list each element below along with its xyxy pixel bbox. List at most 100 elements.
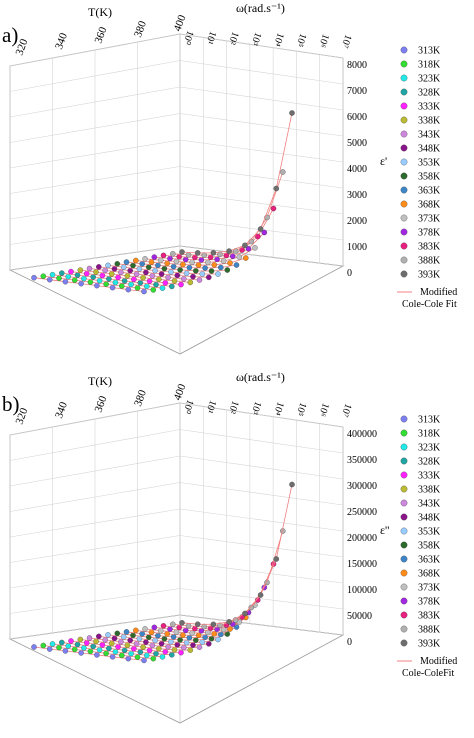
data-point: [46, 646, 53, 652]
grid-line-right: [179, 561, 344, 584]
grid-line-right: [179, 429, 344, 454]
data-point: [86, 635, 93, 641]
data-point: [189, 259, 195, 266]
legend-label: 363K: [418, 186, 441, 197]
temperature-tick-label: 360: [93, 25, 110, 45]
data-point: [230, 253, 236, 260]
legend-label: 358K: [418, 541, 441, 552]
data-point: [83, 640, 90, 646]
legend-label: 383K: [418, 611, 441, 622]
data-point: [160, 623, 167, 629]
frequency-tick-label: 10⁷: [338, 402, 353, 419]
data-point: [185, 623, 192, 629]
z-tick-label: 300000: [347, 481, 377, 492]
z-tick-label: 50000: [347, 611, 372, 622]
data-point: [158, 640, 165, 647]
data-point: [252, 245, 258, 251]
data-point: [194, 621, 201, 627]
legend-label: 373K: [418, 214, 441, 225]
z-tick-label: 4000: [347, 164, 367, 175]
data-point: [280, 169, 286, 175]
data-point: [170, 634, 177, 640]
data-point: [86, 265, 93, 272]
data-point: [123, 259, 130, 265]
frequency-tick-label: 10³: [248, 31, 263, 47]
data-point: [136, 635, 143, 642]
legend-label: 338K: [418, 485, 441, 496]
data-point: [56, 275, 62, 281]
data-point: [199, 271, 206, 277]
data-point: [103, 650, 109, 657]
data-point: [192, 254, 198, 261]
data-point: [96, 647, 103, 653]
data-point: [159, 285, 166, 291]
data-point: [174, 272, 181, 279]
legend-marker: [400, 158, 408, 166]
data-point: [81, 275, 87, 282]
data-point: [289, 481, 295, 488]
legend-marker: [400, 88, 408, 96]
data-point: [148, 259, 155, 265]
data-point: [65, 273, 71, 280]
data-point: [170, 251, 176, 257]
temperature-axis-title: T(K): [88, 374, 112, 388]
data-point: [128, 281, 134, 288]
data-point: [151, 624, 158, 631]
data-point: [162, 649, 169, 655]
data-point: [136, 266, 143, 272]
data-point: [145, 264, 152, 270]
legend-marker: [400, 583, 408, 591]
data-point: [134, 285, 141, 291]
data-point: [112, 279, 119, 286]
legend-marker: [400, 144, 408, 152]
data-point: [68, 638, 74, 644]
data-point: [181, 644, 187, 651]
data-point: [87, 279, 94, 285]
legend-marker: [400, 541, 408, 549]
legend-label: 358K: [418, 172, 441, 183]
data-point: [150, 655, 157, 662]
data-point: [192, 625, 198, 632]
data-point: [125, 286, 132, 293]
grid-line-right: [179, 245, 344, 267]
legend-marker: [400, 46, 408, 54]
data-point: [140, 274, 146, 281]
z-tick-label: 0: [347, 268, 352, 279]
data-point: [31, 274, 37, 281]
data-point: [78, 280, 84, 287]
data-point: [114, 630, 121, 637]
data-point: [94, 282, 100, 289]
legend-label: 373K: [418, 583, 441, 594]
data-point: [152, 637, 158, 644]
z-tick-label: 250000: [347, 507, 377, 518]
data-point: [220, 258, 227, 264]
data-point: [170, 263, 177, 270]
frequency-tick-label: 10²: [226, 399, 241, 415]
legend-marker: [400, 471, 408, 479]
data-point: [186, 634, 193, 641]
frequency-tick-label: 10⁷: [338, 33, 353, 50]
grid-line-right: [179, 86, 344, 111]
data-point: [202, 265, 208, 271]
data-point: [141, 288, 147, 295]
legend-label: 393K: [418, 270, 441, 281]
legend-label: 393K: [418, 639, 441, 650]
data-point: [120, 634, 127, 640]
data-point: [155, 632, 161, 639]
data-point: [78, 650, 84, 656]
data-point: [159, 654, 166, 660]
data-point: [83, 270, 90, 277]
legend-label: 313K: [418, 46, 441, 57]
legend-marker: [400, 74, 408, 82]
fit-line: [181, 112, 293, 254]
frequency-tick-label: 10⁶: [316, 32, 331, 49]
legend-marker: [400, 625, 408, 633]
temperature-tick-label: 380: [132, 19, 149, 39]
legend-fit-label-2: Cole-ColeFit: [402, 668, 454, 679]
legend-marker: [400, 270, 408, 278]
grid-line-right: [179, 455, 344, 480]
data-point: [56, 644, 62, 651]
data-point: [169, 283, 175, 290]
data-point: [128, 650, 134, 657]
legend-marker: [400, 130, 408, 138]
